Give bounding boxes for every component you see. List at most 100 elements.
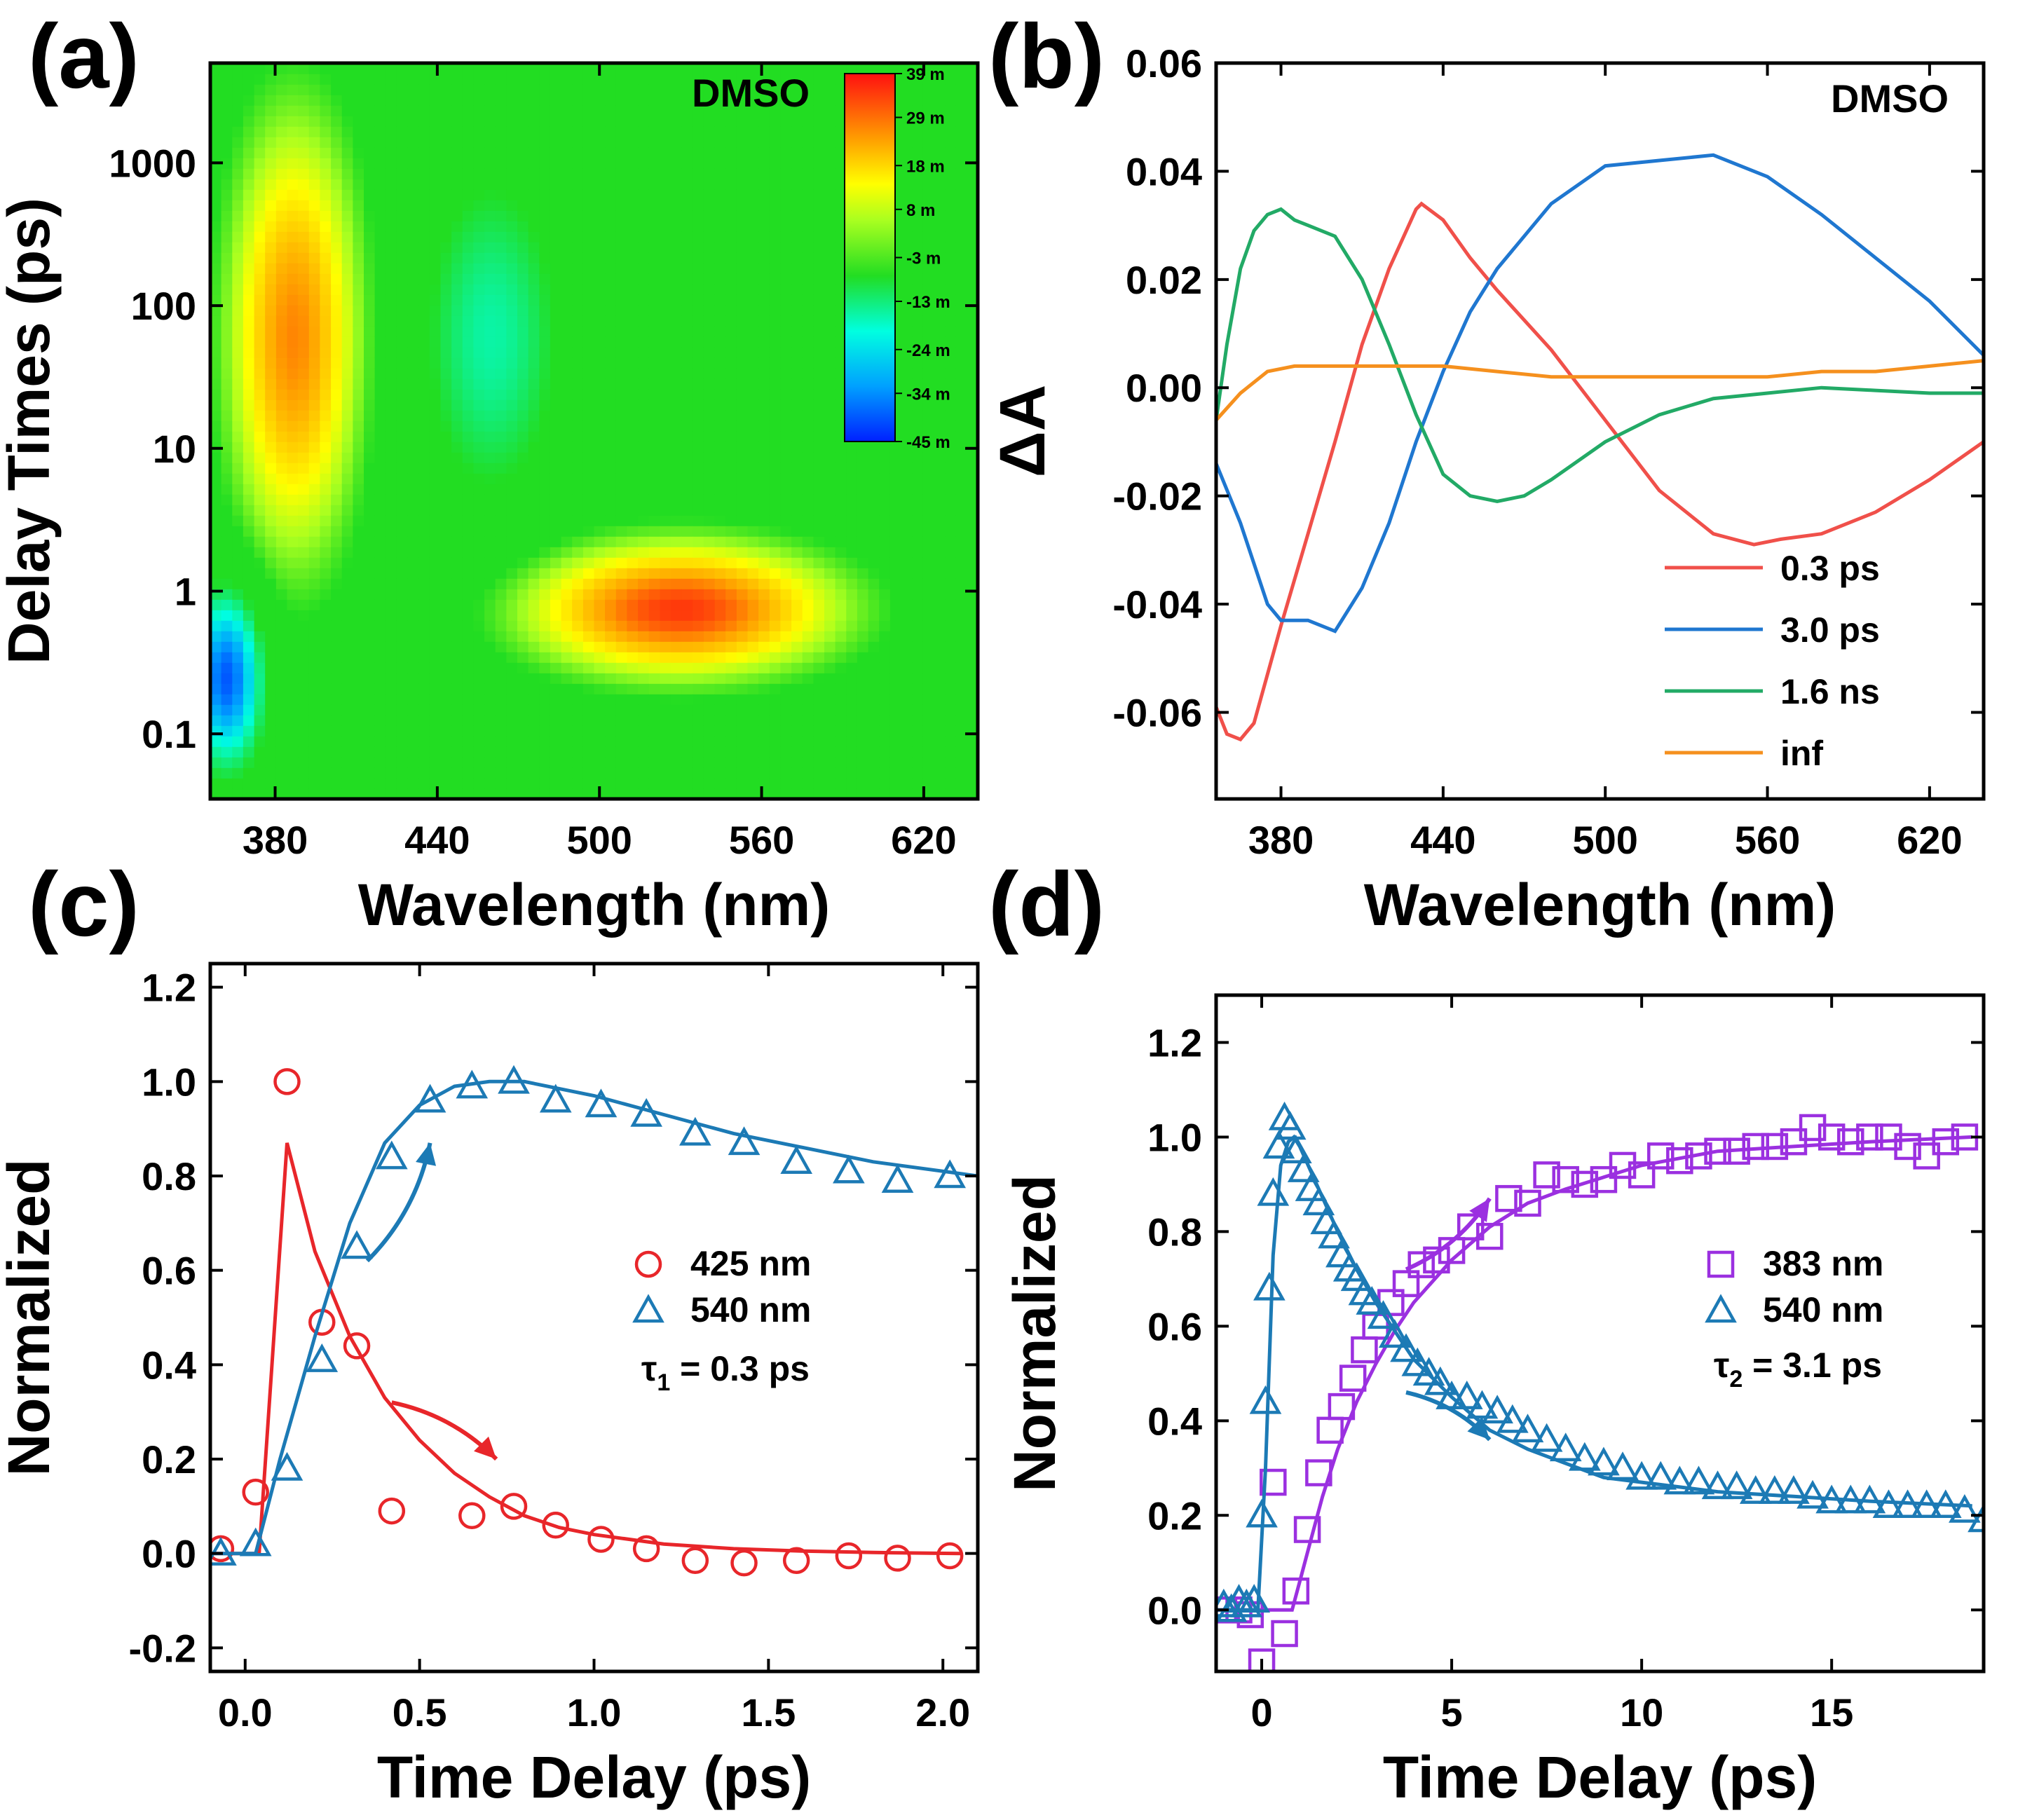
heatmap-cell [693,568,704,579]
heatmap-cell [769,673,782,684]
heatmap-cell [802,452,814,463]
heatmap-cell [407,704,419,716]
heatmap-cell [934,610,946,621]
heatmap-cell [638,484,650,495]
heatmap-cell [473,715,485,726]
heatmap-cell [955,547,968,558]
heatmap-cell [221,494,233,505]
heatmap-cell [254,126,266,137]
heatmap-cell [539,463,551,474]
heatmap-cell [594,484,606,495]
heatmap-cell [341,410,354,421]
heatmap-cell [364,158,376,169]
heatmap-cell [813,147,825,158]
heatmap-cell [287,357,299,369]
heatmap-cell [802,116,814,127]
heatmap-cell [824,420,836,432]
heatmap-cell [287,494,299,505]
heatmap-cell [835,252,847,264]
heatmap-cell [835,221,847,232]
heatmap-cell [736,599,749,610]
heatmap-cell [495,189,507,200]
heatmap-cell [353,147,364,158]
heatmap-cell [769,326,782,337]
heatmap-cell [429,179,442,190]
heatmap-cell [671,683,683,695]
heatmap-cell [440,767,452,779]
heatmap-cell [221,463,233,474]
heatmap-cell [660,410,671,421]
heatmap-cell [287,484,299,495]
heatmap-cell [703,557,716,568]
heatmap-cell [495,484,507,495]
heatmap-cell [714,746,726,758]
heatmap-cell [703,463,716,474]
heatmap-cell [396,74,409,85]
heatmap-cell [539,252,551,264]
heatmap-cell [517,284,529,295]
heatmap-cell [627,641,639,652]
heatmap-cell [265,694,277,705]
heatmap-cell [341,431,354,442]
heatmap-cell [736,284,749,295]
heatmap-cell [648,557,661,568]
heatmap-cell [922,221,935,232]
heatmap-cell [254,767,266,779]
heatmap-cell [582,736,595,747]
heatmap-cell [681,189,693,200]
heatmap-cell [813,473,825,484]
heatmap-cell [725,536,737,547]
heatmap-cell [671,410,683,421]
heatmap-cell [407,788,419,800]
heatmap-cell [824,578,836,589]
heatmap-cell [835,484,847,495]
heatmap-cell [945,336,957,348]
heatmap-cell [802,557,814,568]
heatmap-cell [693,631,704,642]
heatmap-cell [955,168,968,179]
heatmap-cell [275,662,288,673]
heatmap-cell [528,694,540,705]
heatmap-cell [528,463,540,474]
heatmap-cell [298,210,310,221]
heatmap-cell [254,589,266,600]
heatmap-cell [550,179,562,190]
heatmap-cell [517,105,529,116]
heatmap-cell [955,505,968,516]
heatmap-cell [945,736,957,747]
heatmap-cell [528,168,540,179]
heatmap-cell [922,179,935,190]
heatmap-cell [287,105,299,116]
heatmap-cell [922,189,935,200]
heatmap-cell [407,557,419,568]
heatmap-cell [747,788,759,800]
heatmap-cell [364,399,376,411]
heatmap-cell [945,137,957,148]
heatmap-cell [769,641,782,652]
heatmap-cell [802,673,814,684]
heatmap-cell [308,746,321,758]
heatmap-cell [725,610,737,621]
heatmap-cell [440,526,452,537]
heatmap-cell [353,389,364,400]
heatmap-cell [889,631,902,642]
heatmap-cell [473,526,485,537]
heatmap-cell [506,736,518,747]
heatmap-cell [473,378,485,390]
heatmap-cell [780,242,792,253]
heatmap-cell [418,557,430,568]
heatmap-cell [539,158,551,169]
heatmap-cell [418,767,430,779]
heatmap-cell [484,736,496,747]
heatmap-cell [506,652,518,663]
heatmap-cell [539,662,551,673]
heatmap-cell [396,284,409,295]
heatmap-cell [747,620,759,631]
heatmap-cell [879,536,891,547]
heatmap-cell [221,389,233,400]
heatmap-cell [802,442,814,453]
heatmap-cell [945,74,957,85]
heatmap-cell [451,610,463,621]
heatmap-cell [615,95,628,106]
heatmap-cell [879,63,891,74]
